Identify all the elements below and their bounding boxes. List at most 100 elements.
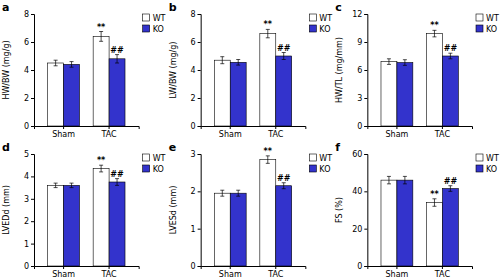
legend-swatch (309, 165, 316, 172)
legend-swatch (143, 165, 150, 172)
axis-line (31, 155, 35, 267)
bar (397, 180, 413, 266)
x-tick: Sham (219, 266, 242, 279)
panel: 02468ShamTAC**##HW/BW (mg/g)aWTKO (2, 1, 166, 139)
tick-mark (364, 98, 367, 99)
annotation: ## (277, 44, 291, 53)
bar (442, 56, 458, 126)
error-bar (220, 57, 224, 64)
tick-mark (364, 70, 367, 71)
bar (381, 62, 397, 126)
y-tick: 0 (191, 262, 201, 271)
bar-series (230, 56, 291, 126)
tick-mark (364, 229, 367, 230)
tick-label: 9 (357, 38, 362, 47)
plot-area (214, 29, 291, 126)
error-bar (70, 62, 74, 68)
panel-label: c (335, 1, 342, 14)
axis-line (35, 267, 140, 270)
bar (260, 34, 276, 126)
x-tick: Sham (385, 126, 408, 139)
legend-label: WT (153, 154, 166, 163)
error-bar (266, 29, 270, 37)
tick-mark (275, 126, 276, 129)
tick-label: TAC (434, 130, 451, 139)
error-bars (236, 53, 286, 66)
tick-mark (364, 266, 367, 267)
y-axis: 036912 (352, 10, 368, 131)
y-axis: 02468 (191, 10, 202, 131)
bar-series (397, 56, 458, 126)
tick-label: 2 (24, 217, 29, 226)
y-tick: 40 (352, 187, 367, 196)
tick-label: TAC (267, 270, 284, 279)
annotation: ## (444, 44, 458, 53)
bar (276, 56, 292, 126)
x-tick: Sham (52, 266, 75, 279)
panel-label: d (2, 141, 10, 154)
tick-mark (364, 42, 367, 43)
legend-item: WT (476, 154, 499, 163)
tick-label: 3 (24, 195, 29, 204)
error-bar (115, 55, 119, 63)
annotation: ** (264, 20, 273, 29)
legend-item: KO (309, 165, 330, 174)
tick-mark (442, 126, 443, 129)
axis-line (201, 127, 306, 130)
error-bar (54, 60, 58, 66)
y-tick: 4 (24, 172, 34, 181)
x-tick: Sham (52, 126, 75, 139)
y-tick: 8 (191, 10, 201, 19)
axis-line (368, 127, 473, 130)
axis-line (198, 155, 202, 267)
error-bars (236, 183, 286, 196)
y-tick: 2 (24, 94, 34, 103)
tick-mark (63, 266, 64, 269)
y-tick: 2 (191, 187, 201, 196)
bar-series (214, 160, 275, 266)
error-bar (282, 183, 286, 189)
legend-label: WT (153, 14, 166, 23)
error-bar (115, 179, 119, 186)
tick-label: 0 (191, 262, 196, 271)
bar (260, 160, 276, 266)
error-bar (70, 183, 74, 187)
annotation: ** (97, 23, 106, 32)
error-bar (387, 59, 391, 65)
legend-label: WT (486, 14, 499, 23)
error-bar (387, 176, 391, 183)
annotation: ** (430, 21, 439, 30)
bar (276, 186, 292, 266)
y-tick: 0 (191, 122, 201, 131)
error-bars (70, 55, 120, 68)
y-tick: 2 (191, 94, 201, 103)
bar (109, 59, 125, 126)
tick-label: 0 (191, 122, 196, 131)
plot-area (48, 32, 125, 127)
tick-label: 1 (191, 225, 196, 234)
y-axis-title: LW/BW (mg/g) (169, 42, 178, 99)
error-bars (70, 179, 120, 188)
annotation: ## (110, 170, 124, 179)
legend-label: WT (319, 14, 332, 23)
legend-label: KO (486, 165, 497, 174)
y-tick: 20 (352, 225, 367, 234)
tick-mark (198, 266, 201, 267)
legend-swatch (476, 14, 483, 21)
tick-mark (198, 191, 201, 192)
legend-item: WT (309, 14, 332, 23)
x-tick: TAC (100, 266, 117, 279)
tick-label: 0 (357, 262, 362, 271)
tick-mark (396, 126, 397, 129)
annotations: **## (97, 23, 124, 55)
figure: 02468ShamTAC**##HW/BW (mg/g)aWTKO02468Sh… (0, 0, 500, 280)
tick-mark (364, 191, 367, 192)
legend-label: WT (486, 154, 499, 163)
bar-series (214, 34, 275, 126)
tick-mark (230, 266, 231, 269)
y-tick: 0 (24, 262, 34, 271)
bar (426, 34, 442, 126)
plot-area (48, 165, 125, 266)
tick-label: 0 (357, 122, 362, 131)
y-axis: 02468 (24, 10, 35, 131)
